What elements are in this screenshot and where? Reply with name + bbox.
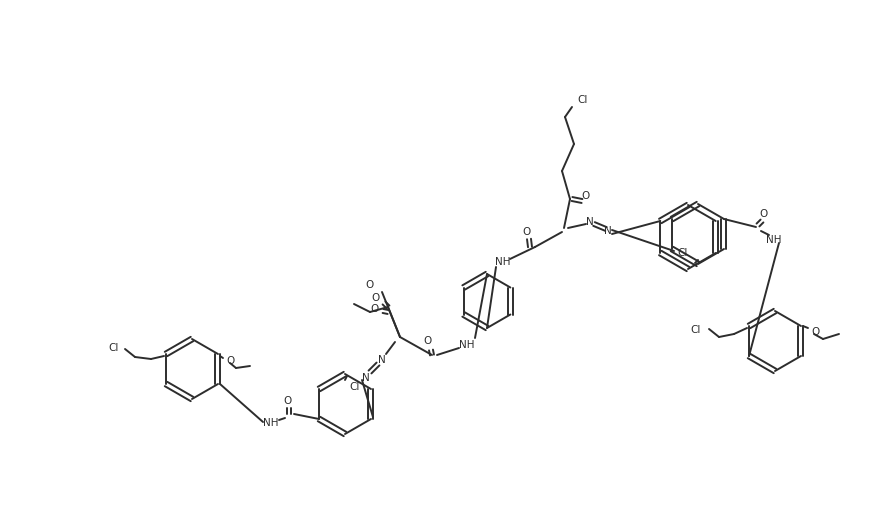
Text: Cl: Cl [690,324,700,334]
Text: NH: NH [263,417,278,427]
Text: O: O [226,355,234,365]
Text: NH: NH [459,340,474,349]
Text: N: N [361,372,369,382]
Text: O: O [370,303,378,314]
Text: O: O [365,279,374,290]
Text: O: O [759,209,767,218]
Text: NH: NH [494,257,510,267]
Text: N: N [586,216,594,227]
Text: Cl: Cl [108,343,119,352]
Text: N: N [603,225,611,236]
Text: Cl: Cl [577,95,587,105]
Text: Cl: Cl [677,247,688,258]
Text: O: O [522,227,531,237]
Text: O: O [424,335,431,345]
Text: O: O [283,395,291,405]
Text: NH: NH [766,235,781,244]
Text: N: N [377,354,385,364]
Text: O: O [581,191,589,201]
Text: O: O [371,293,380,302]
Text: O: O [810,326,819,336]
Text: Cl: Cl [348,381,359,391]
